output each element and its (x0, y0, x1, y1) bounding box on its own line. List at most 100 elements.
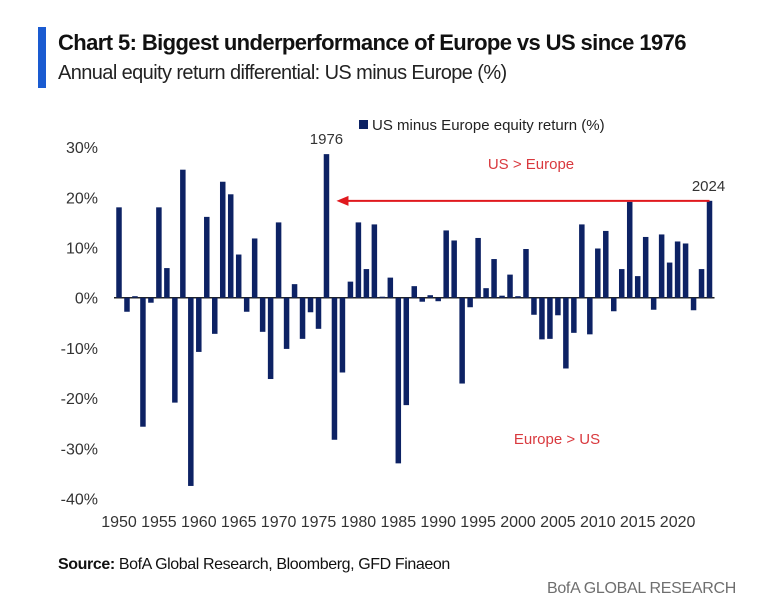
bar-1972 (291, 284, 298, 298)
bar-series (116, 154, 713, 486)
bar-2004 (547, 297, 553, 339)
x-tick-label: 1975 (301, 514, 337, 531)
bar-2000 (515, 296, 521, 298)
y-tick-label: 0% (75, 291, 98, 308)
bar-2014 (626, 201, 633, 298)
bar-1958 (180, 169, 186, 298)
bar-1993 (459, 297, 465, 384)
y-tick-label: -40% (61, 492, 98, 509)
x-tick-label: 1955 (141, 514, 177, 531)
legend: US minus Europe equity return (%) (359, 117, 605, 134)
bar-1981 (363, 269, 370, 298)
bar-2021 (682, 243, 689, 298)
bar-1983 (379, 296, 386, 298)
bar-2002 (531, 297, 537, 315)
x-axis: 1950 1955 1960 1965 1970 1975 1980 1985 1990 1995… (101, 514, 695, 531)
bar-1987 (411, 286, 418, 298)
x-tick-label: 1960 (181, 514, 217, 531)
bar-1962 (212, 297, 218, 334)
y-tick-label: 20% (66, 190, 98, 207)
x-tick-label: 1965 (221, 514, 257, 531)
legend-label: US minus Europe equity return (%) (372, 117, 605, 134)
y-tick-label: -10% (61, 341, 98, 358)
bar-2017 (650, 297, 657, 310)
bar-1960 (196, 297, 202, 352)
x-tick-label: 1985 (381, 514, 417, 531)
bar-1990 (435, 297, 441, 302)
bar-1955 (156, 207, 162, 298)
bar-2019 (666, 262, 673, 298)
bar-1986 (403, 297, 410, 406)
bar-1997 (491, 259, 497, 298)
bar-1998 (499, 295, 505, 298)
x-tick-label: 1970 (261, 514, 297, 531)
bar-1973 (299, 297, 306, 339)
bar-2012 (611, 297, 617, 312)
bar-1969 (267, 297, 274, 380)
bar-2020 (674, 241, 681, 298)
bar-2006 (563, 297, 569, 369)
bar-1963 (219, 181, 226, 298)
bar-2023 (698, 269, 705, 298)
x-tick-label: 1950 (101, 514, 137, 531)
bar-1954 (148, 297, 154, 303)
y-axis: 30% 20% 10% 0% -10% -20% -30% -40% (61, 140, 98, 508)
x-tick-label: 2010 (580, 514, 616, 531)
bar-2015 (634, 276, 641, 298)
arrow-head-icon (336, 195, 349, 206)
bar-1992 (451, 240, 457, 298)
bar-1991 (443, 230, 449, 298)
legend-swatch (359, 120, 368, 129)
bar-1979 (347, 281, 354, 298)
bar-1965 (235, 254, 242, 298)
x-tick-label: 1980 (341, 514, 377, 531)
bar-1984 (387, 277, 394, 298)
y-tick-label: -30% (61, 441, 98, 458)
bar-label-1976: 1976 (310, 131, 343, 148)
brand-label: BofA GLOBAL RESEARCH (546, 580, 736, 597)
annotations: 1976 2024 US > Europe Europe > US (310, 131, 725, 448)
source-note: Source: BofA Global Research, Bloomberg,… (58, 556, 450, 574)
bar-1994 (467, 297, 473, 308)
bar-1995 (475, 237, 481, 298)
bar-1989 (427, 295, 433, 298)
bar-2010 (595, 248, 601, 298)
chart-title: Chart 5: Biggest underperformance of Eur… (58, 30, 686, 55)
bar-1961 (204, 216, 210, 298)
bar-2011 (603, 230, 609, 298)
bar-1971 (283, 297, 290, 349)
title-accent-bar (38, 27, 46, 88)
source-text: BofA Global Research, Bloomberg, GFD Fin… (114, 556, 450, 573)
bar-2009 (587, 297, 593, 335)
bar-label-2024: 2024 (692, 178, 725, 195)
x-tick-label: 2015 (620, 514, 656, 531)
x-tick-label: 1990 (420, 514, 456, 531)
x-tick-label: 2005 (540, 514, 576, 531)
bar-1976 (323, 154, 330, 298)
bar-2016 (642, 236, 649, 298)
bar-1975 (315, 297, 322, 329)
bar-1956 (164, 268, 170, 298)
bar-1953 (140, 297, 146, 427)
region-label: Europe > US (514, 431, 600, 448)
bar-1968 (259, 297, 266, 332)
bar-1974 (307, 297, 314, 313)
source-label: Source: (58, 556, 115, 573)
bar-1959 (188, 297, 194, 486)
x-tick-label: 2020 (660, 514, 696, 531)
bar-1985 (395, 297, 402, 464)
bar-2003 (539, 297, 545, 340)
y-tick-label: 10% (66, 241, 98, 258)
chart-subtitle: Annual equity return differential: US mi… (58, 62, 507, 84)
bar-1957 (172, 297, 178, 403)
bar-2001 (523, 249, 529, 298)
bar-1952 (132, 296, 138, 298)
bar-1996 (483, 288, 489, 298)
bar-1950 (116, 207, 122, 298)
bar-1977 (331, 297, 338, 440)
bar-1988 (419, 297, 425, 302)
bar-2005 (555, 297, 561, 316)
region-label: US > Europe (488, 156, 574, 173)
bar-2024 (706, 200, 713, 298)
